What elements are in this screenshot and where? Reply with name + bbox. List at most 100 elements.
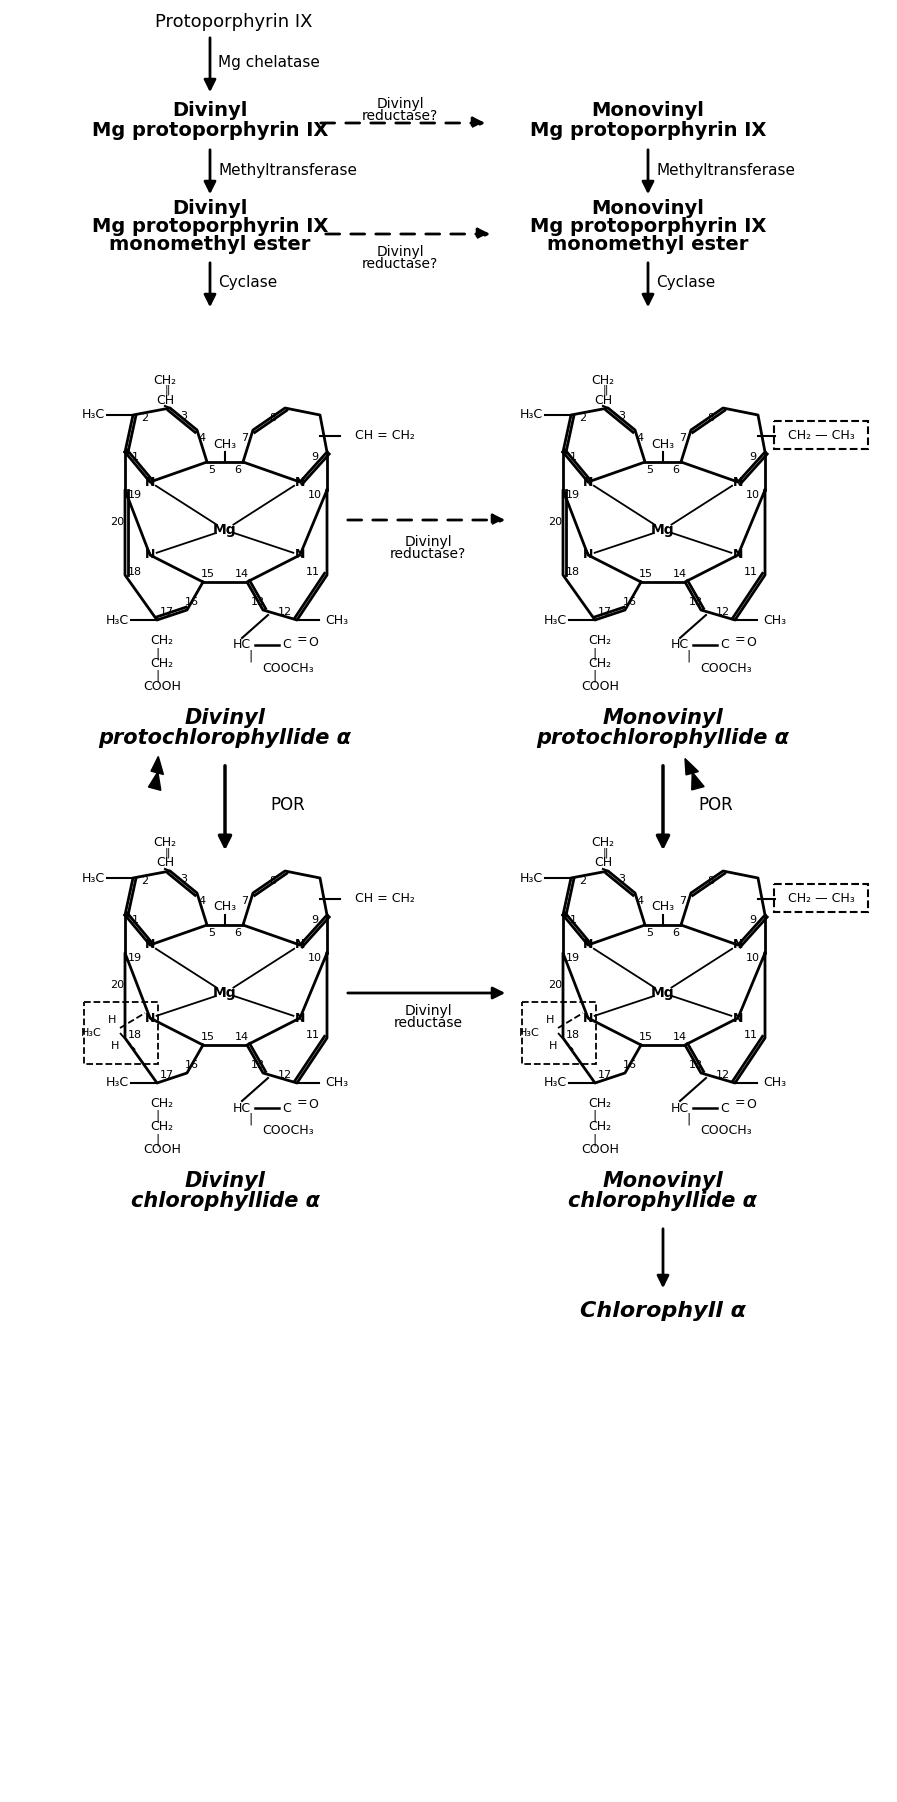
Text: 10: 10 (308, 490, 322, 499)
Text: Mg protoporphyrin IX: Mg protoporphyrin IX (530, 216, 766, 236)
Text: N: N (733, 548, 744, 562)
Text: Divinyl: Divinyl (185, 708, 266, 728)
Text: 18: 18 (128, 1031, 142, 1040)
Text: CH: CH (156, 856, 174, 870)
Text: 9: 9 (311, 452, 318, 461)
Text: C: C (720, 1101, 729, 1114)
Text: 18: 18 (128, 568, 142, 577)
Text: 4: 4 (637, 896, 643, 906)
Text: =: = (297, 634, 308, 647)
Text: CH₃: CH₃ (763, 1076, 786, 1090)
Text: =: = (735, 634, 745, 647)
Text: 14: 14 (235, 569, 249, 578)
Text: CH₂: CH₂ (588, 1121, 612, 1133)
Text: |: | (593, 670, 597, 683)
Text: COOH: COOH (581, 1142, 619, 1157)
Text: 8: 8 (269, 413, 276, 423)
Text: |: | (593, 1133, 597, 1146)
Text: |: | (155, 670, 159, 683)
Text: 10: 10 (746, 953, 760, 962)
Text: monomethyl ester: monomethyl ester (109, 234, 310, 254)
Text: H₃C: H₃C (544, 613, 567, 627)
Text: 15: 15 (639, 1033, 653, 1042)
Text: 15: 15 (201, 1033, 215, 1042)
Text: CH₃: CH₃ (325, 1076, 348, 1090)
Text: COOCH₃: COOCH₃ (262, 661, 314, 674)
Text: HC: HC (671, 638, 689, 652)
Text: CH₂: CH₂ (591, 836, 614, 849)
Text: 1: 1 (132, 452, 138, 461)
Text: 6: 6 (234, 928, 241, 939)
Text: 11: 11 (306, 1031, 320, 1040)
Text: 1: 1 (570, 452, 577, 461)
Text: 19: 19 (566, 490, 580, 499)
Text: |: | (155, 1133, 159, 1146)
Text: C: C (283, 1101, 292, 1114)
Text: ‖: ‖ (602, 847, 608, 858)
Text: H: H (549, 1042, 557, 1051)
Text: 20: 20 (548, 980, 562, 989)
Text: 11: 11 (744, 1031, 758, 1040)
Text: 4: 4 (198, 896, 205, 906)
Text: Protoporphyrin IX: Protoporphyrin IX (155, 13, 312, 31)
Text: HC: HC (233, 638, 251, 652)
Text: 8: 8 (708, 413, 715, 423)
Text: reductase: reductase (394, 1016, 463, 1031)
Text: 9: 9 (749, 915, 756, 924)
Text: H: H (108, 1015, 117, 1025)
Text: CH = CH₂: CH = CH₂ (355, 429, 415, 441)
Text: 7: 7 (679, 896, 686, 906)
Text: 5: 5 (208, 928, 215, 939)
Text: =: = (735, 1096, 745, 1110)
Text: 2: 2 (142, 876, 149, 887)
Text: Mg protoporphyrin IX: Mg protoporphyrin IX (91, 216, 328, 236)
Text: 17: 17 (160, 607, 174, 616)
Text: CH: CH (594, 856, 612, 870)
Text: 6: 6 (673, 928, 680, 939)
Text: O: O (746, 636, 756, 649)
Text: 11: 11 (306, 568, 320, 577)
Text: CH₃: CH₃ (651, 438, 675, 450)
Text: CH₃: CH₃ (763, 613, 786, 627)
Text: CH₂: CH₂ (588, 658, 612, 670)
Text: ‖: ‖ (602, 386, 608, 395)
Text: CH₂: CH₂ (591, 373, 614, 386)
Text: 12: 12 (716, 1070, 730, 1079)
Text: Monovinyl: Monovinyl (603, 1171, 723, 1191)
Text: N: N (144, 1011, 155, 1025)
Text: 7: 7 (679, 432, 686, 443)
Text: 13: 13 (689, 596, 703, 607)
Text: Mg: Mg (213, 523, 237, 537)
Text: protochlorophyllide α: protochlorophyllide α (536, 728, 789, 748)
Text: CH₃: CH₃ (325, 613, 348, 627)
Text: N: N (295, 1011, 305, 1025)
Text: |: | (248, 649, 252, 663)
Text: Chlorophyll α: Chlorophyll α (580, 1301, 746, 1321)
Text: CH₂ — CH₃: CH₂ — CH₃ (788, 892, 854, 905)
Text: 13: 13 (689, 1060, 703, 1070)
Text: N: N (295, 548, 305, 562)
Text: H₃C: H₃C (544, 1076, 567, 1090)
Text: chlorophyllide α: chlorophyllide α (130, 1191, 319, 1211)
Text: O: O (308, 636, 318, 649)
Text: Divinyl: Divinyl (376, 97, 423, 112)
Text: CH₂: CH₂ (151, 1097, 173, 1110)
Text: H₃C: H₃C (82, 872, 105, 885)
Text: CH₃: CH₃ (213, 438, 237, 450)
Text: 12: 12 (716, 607, 730, 616)
Text: 12: 12 (278, 1070, 292, 1079)
Text: 6: 6 (234, 465, 241, 476)
Text: 12: 12 (278, 607, 292, 616)
Text: Cyclase: Cyclase (218, 274, 277, 290)
Text: 19: 19 (128, 490, 142, 499)
Text: 3: 3 (619, 411, 625, 422)
Text: Divinyl: Divinyl (376, 245, 423, 259)
Text: H₃C: H₃C (519, 1027, 540, 1038)
Text: H₃C: H₃C (520, 872, 543, 885)
Text: Methyltransferase: Methyltransferase (656, 162, 795, 178)
Text: H: H (545, 1015, 554, 1025)
Text: CH₂: CH₂ (151, 634, 173, 647)
Text: C: C (720, 638, 729, 652)
Text: CH: CH (594, 393, 612, 407)
Text: 13: 13 (251, 596, 265, 607)
